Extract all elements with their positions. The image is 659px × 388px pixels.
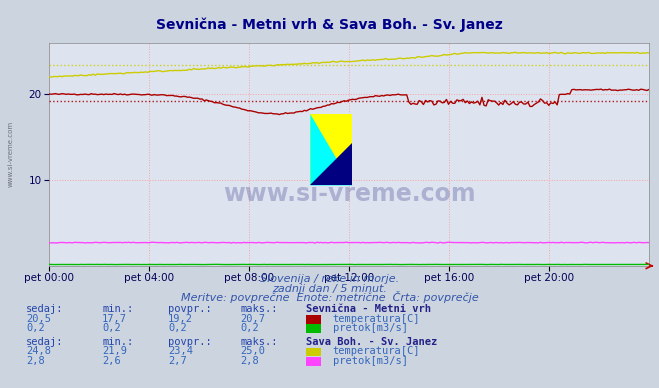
Text: 23,4: 23,4 [168, 346, 193, 356]
Text: Meritve: povprečne  Enote: metrične  Črta: povprečje: Meritve: povprečne Enote: metrične Črta:… [181, 291, 478, 303]
Text: Sevnična - Metni vrh & Sava Boh. - Sv. Janez: Sevnična - Metni vrh & Sava Boh. - Sv. J… [156, 18, 503, 33]
Text: www.si-vreme.com: www.si-vreme.com [223, 182, 476, 206]
Text: 20,7: 20,7 [241, 314, 266, 324]
Text: 2,8: 2,8 [26, 356, 45, 366]
Text: pretok[m3/s]: pretok[m3/s] [333, 322, 408, 333]
Text: 0,2: 0,2 [26, 322, 45, 333]
FancyBboxPatch shape [310, 114, 353, 185]
Text: temperatura[C]: temperatura[C] [333, 346, 420, 356]
Text: 0,2: 0,2 [241, 322, 259, 333]
Text: min.:: min.: [102, 304, 133, 314]
Text: povpr.:: povpr.: [168, 336, 212, 346]
Polygon shape [310, 114, 353, 185]
Text: sedaj:: sedaj: [26, 304, 64, 314]
Text: maks.:: maks.: [241, 336, 278, 346]
Text: 2,8: 2,8 [241, 356, 259, 366]
Text: zadnji dan / 5 minut.: zadnji dan / 5 minut. [272, 284, 387, 294]
Text: Sava Boh. - Sv. Janez: Sava Boh. - Sv. Janez [306, 336, 438, 346]
Text: povpr.:: povpr.: [168, 304, 212, 314]
Polygon shape [310, 143, 353, 185]
Text: www.si-vreme.com: www.si-vreme.com [7, 121, 13, 187]
Text: 17,7: 17,7 [102, 314, 127, 324]
Text: 2,6: 2,6 [102, 356, 121, 366]
Text: pretok[m3/s]: pretok[m3/s] [333, 356, 408, 366]
Text: 2,7: 2,7 [168, 356, 186, 366]
Text: 21,9: 21,9 [102, 346, 127, 356]
Text: Slovenija / reke in morje.: Slovenija / reke in morje. [260, 274, 399, 284]
Text: 0,2: 0,2 [102, 322, 121, 333]
Text: sedaj:: sedaj: [26, 336, 64, 346]
Text: 24,8: 24,8 [26, 346, 51, 356]
Text: 25,0: 25,0 [241, 346, 266, 356]
Text: 19,2: 19,2 [168, 314, 193, 324]
Text: temperatura[C]: temperatura[C] [333, 314, 420, 324]
Text: maks.:: maks.: [241, 304, 278, 314]
Text: min.:: min.: [102, 336, 133, 346]
Text: Sevnična - Metni vrh: Sevnična - Metni vrh [306, 304, 432, 314]
Text: 0,2: 0,2 [168, 322, 186, 333]
Text: 20,5: 20,5 [26, 314, 51, 324]
